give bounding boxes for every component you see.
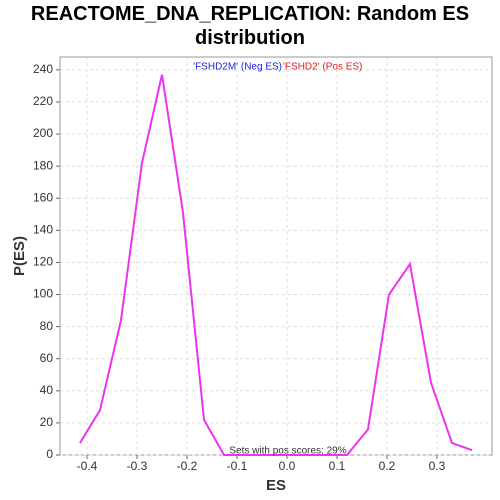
series-line	[79, 74, 473, 456]
y-tick-label: 120	[33, 255, 53, 269]
annotation: Sets with pos scores: 29%	[229, 446, 346, 457]
x-tick-label: 0.0	[279, 459, 296, 473]
plot-area	[59, 56, 493, 456]
y-tick-label: 180	[33, 158, 53, 172]
y-tick-label: 240	[33, 62, 53, 76]
x-tick-label: -0.1	[227, 459, 248, 473]
y-tick-label: 140	[33, 222, 53, 236]
x-tick-label: -0.2	[177, 459, 198, 473]
annotation: 'FSHD2M' (Neg ES)	[193, 62, 282, 73]
x-tick-label: 0.1	[329, 459, 346, 473]
y-tick-label: 200	[33, 126, 53, 140]
chart-title: REACTOME_DNA_REPLICATION: Random ES dist…	[30, 3, 470, 49]
x-tick-label: 0.2	[379, 459, 396, 473]
x-tick-label: 0.3	[429, 459, 446, 473]
y-tick-label: 0	[46, 447, 53, 461]
y-tick-label: 80	[40, 319, 54, 333]
x-axis-label: ES	[266, 477, 286, 494]
y-tick-label: 160	[33, 190, 53, 204]
y-tick-label: 60	[40, 351, 54, 365]
y-tick-label: 100	[33, 287, 53, 301]
x-tick-label: -0.4	[77, 459, 98, 473]
y-tick-label: 40	[40, 383, 54, 397]
y-tick-label: 20	[40, 415, 54, 429]
x-tick-label: -0.3	[127, 459, 148, 473]
annotation: 'FSHD2' (Pos ES)	[283, 62, 362, 73]
y-tick-label: 220	[33, 94, 53, 108]
y-axis-label: P(ES)	[11, 236, 28, 276]
